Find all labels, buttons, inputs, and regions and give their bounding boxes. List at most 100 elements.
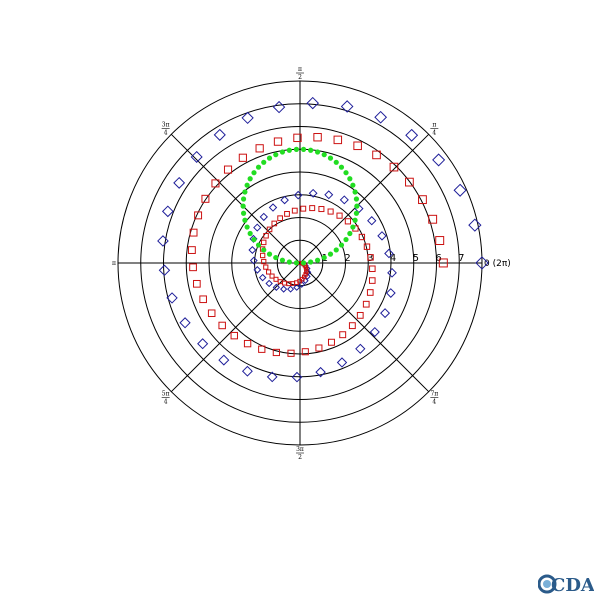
data-point <box>158 264 171 277</box>
cdat-logo: CDAT <box>537 573 600 596</box>
data-point <box>273 152 279 158</box>
data-point <box>293 283 301 291</box>
data-point <box>238 153 247 162</box>
data-point <box>253 266 262 274</box>
data-point <box>189 228 198 237</box>
data-point <box>304 267 309 272</box>
data-point <box>315 344 323 352</box>
data-point <box>366 289 374 296</box>
data-point <box>255 164 262 170</box>
data-point <box>432 153 446 167</box>
data-point <box>263 232 269 239</box>
data-point <box>161 205 174 218</box>
angle-label: 5π4 <box>161 390 170 405</box>
data-point <box>188 246 196 254</box>
angle-label: 7π4 <box>430 390 439 405</box>
data-point <box>344 218 352 225</box>
data-point <box>367 216 377 226</box>
data-point <box>279 149 286 155</box>
data-point <box>240 210 247 216</box>
data-point <box>372 150 381 160</box>
angle-label: π2 <box>296 66 304 81</box>
data-point <box>272 348 280 357</box>
data-point <box>273 276 279 282</box>
radial-tick-label: 6 <box>435 253 441 264</box>
data-point <box>194 211 203 220</box>
logo-text: CDAT <box>551 575 594 595</box>
data-point <box>350 182 356 188</box>
data-point <box>261 159 267 165</box>
data-point <box>300 260 307 266</box>
angle-label: 3π4 <box>161 122 170 137</box>
data-point <box>260 239 267 246</box>
data-point <box>385 288 396 298</box>
data-point <box>266 371 278 383</box>
data-point <box>475 256 489 270</box>
data-point <box>259 252 266 259</box>
data-point <box>223 165 233 174</box>
data-point <box>298 281 306 288</box>
data-point <box>358 233 366 241</box>
data-point <box>242 189 248 195</box>
data-point <box>293 146 300 152</box>
data-point <box>259 212 268 222</box>
data-point <box>287 285 295 293</box>
data-point <box>279 257 286 263</box>
angle-label-den: 4 <box>432 398 436 405</box>
data-point <box>350 224 356 230</box>
data-point <box>242 217 248 223</box>
data-point <box>309 205 316 212</box>
data-point <box>293 190 303 200</box>
data-point <box>313 133 322 142</box>
angle-label-den: 4 <box>432 130 436 137</box>
angle-label-num: π <box>298 66 302 73</box>
data-point <box>247 230 253 237</box>
data-point <box>261 247 267 253</box>
data-point <box>438 258 448 268</box>
angle-label-num: π <box>432 122 436 129</box>
angle-label-den: 2 <box>298 454 302 461</box>
data-point <box>300 205 307 212</box>
data-point <box>354 203 360 209</box>
data-point <box>207 309 216 318</box>
data-point <box>293 133 302 143</box>
data-point <box>384 248 394 259</box>
series-0 <box>157 96 489 383</box>
data-point <box>166 292 178 304</box>
data-point <box>353 196 360 202</box>
data-point <box>244 224 250 230</box>
data-point <box>343 236 349 243</box>
data-point <box>218 321 226 330</box>
data-point <box>287 349 295 357</box>
data-point <box>374 110 388 124</box>
data-point <box>314 149 321 155</box>
data-point <box>347 230 353 237</box>
data-point <box>157 235 169 247</box>
data-point <box>179 317 191 329</box>
data-point <box>269 273 275 279</box>
data-point <box>324 190 334 200</box>
data-point <box>282 280 287 286</box>
data-point <box>266 269 272 275</box>
data-point <box>380 308 391 319</box>
data-point <box>248 246 257 254</box>
data-point <box>280 195 289 205</box>
series-2 <box>240 146 360 266</box>
radial-tick-label: 5 <box>413 253 419 264</box>
radial-tick-label: 2 <box>344 253 350 264</box>
data-point <box>273 254 279 261</box>
data-point <box>241 111 254 125</box>
data-point <box>338 242 345 248</box>
data-point <box>258 273 267 282</box>
data-point <box>333 159 339 165</box>
data-point <box>405 177 414 187</box>
data-point <box>428 214 438 224</box>
data-point <box>268 203 278 212</box>
data-point <box>193 279 201 288</box>
data-point <box>338 164 345 170</box>
data-point <box>363 243 371 250</box>
data-point <box>240 196 247 202</box>
data-point <box>244 182 250 188</box>
data-point <box>387 267 397 278</box>
